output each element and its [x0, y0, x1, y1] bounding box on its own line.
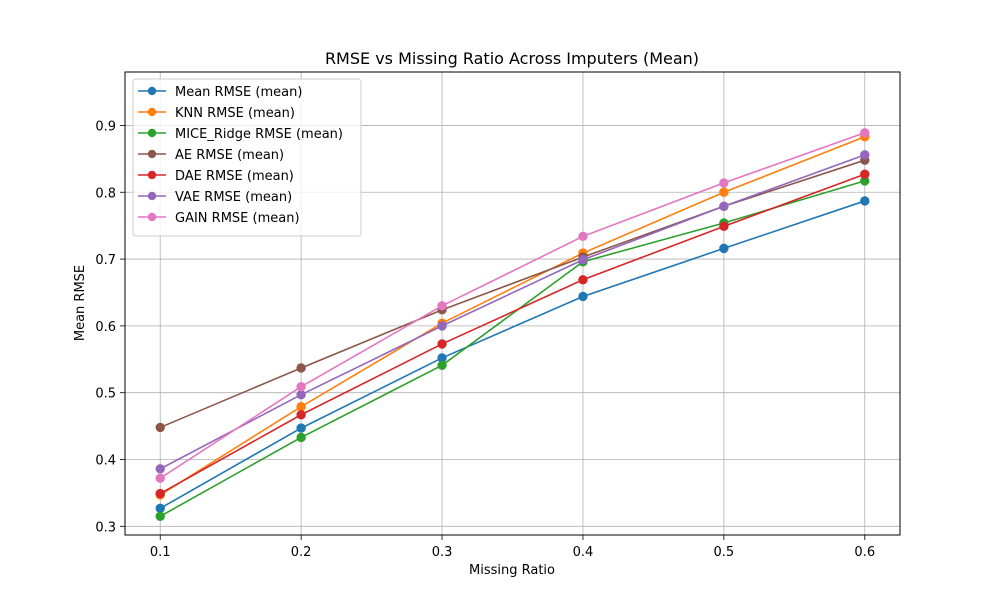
x-tick-label: 0.4: [573, 545, 594, 560]
x-tick-label: 0.3: [432, 545, 453, 560]
series-line: [159, 159, 866, 429]
y-tick-label: 0.6: [95, 320, 116, 335]
series-group: [155, 196, 870, 513]
series-line: [159, 180, 866, 517]
data-point: [296, 381, 306, 392]
legend-item: VAE RMSE (mean): [138, 190, 292, 205]
legend-label: KNN RMSE (mean): [175, 106, 295, 121]
data-point: [719, 243, 729, 254]
series-line: [159, 200, 866, 509]
x-tick-label: 0.2: [291, 545, 312, 560]
data-point: [860, 128, 870, 138]
legend-item: AE RMSE (mean): [138, 148, 284, 163]
data-point: [578, 275, 588, 285]
data-point: [296, 410, 306, 420]
series-group: [155, 150, 870, 474]
legend-label: DAE RMSE (mean): [175, 169, 294, 184]
data-point: [578, 291, 588, 302]
data-point: [296, 423, 306, 433]
data-point: [437, 360, 447, 371]
data-point: [860, 196, 870, 206]
legend-label: VAE RMSE (mean): [175, 190, 292, 205]
data-point: [155, 511, 165, 521]
legend-marker: [147, 107, 157, 117]
data-point: [155, 503, 165, 513]
series-line: [159, 154, 866, 470]
y-tick-label: 0.4: [95, 454, 116, 469]
data-point: [155, 422, 165, 433]
x-axis-label: Missing Ratio: [469, 563, 555, 578]
y-tick-label: 0.7: [95, 253, 116, 268]
data-point: [155, 488, 165, 499]
legend-marker: [147, 170, 157, 180]
y-tick-label: 0.8: [95, 186, 116, 201]
data-point: [296, 389, 306, 400]
data-point: [437, 301, 447, 311]
data-point: [860, 169, 870, 179]
data-point: [860, 150, 870, 160]
data-point: [719, 178, 729, 188]
data-point: [578, 231, 588, 242]
series-group: [155, 128, 870, 483]
y-axis: 0.3 0.4 0.5 0.6 0.7 0.8 0.9: [95, 119, 125, 535]
series-line: [159, 173, 866, 495]
y-tick-label: 0.9: [95, 119, 116, 134]
chart-title: RMSE vs Missing Ratio Across Imputers (M…: [325, 49, 699, 68]
legend-label: Mean RMSE (mean): [175, 85, 302, 100]
legend-item: MICE_Ridge RMSE (mean): [138, 127, 343, 142]
legend-marker: [147, 191, 157, 201]
y-axis-label: Mean RMSE: [73, 265, 88, 341]
data-point: [719, 201, 729, 211]
x-tick-label: 0.6: [854, 545, 875, 560]
x-tick-label: 0.1: [150, 545, 171, 560]
legend-label: MICE_Ridge RMSE (mean): [175, 127, 343, 142]
x-tick-label: 0.5: [714, 545, 735, 560]
legend-item: GAIN RMSE (mean): [138, 211, 300, 226]
data-point: [155, 464, 165, 474]
plot-frame: [124, 71, 901, 536]
legend-label: GAIN RMSE (mean): [175, 211, 300, 226]
x-axis: 0.1 0.2 0.3 0.4 0.5 0.6: [150, 535, 875, 560]
data-point: [155, 473, 165, 483]
data-point: [296, 402, 306, 412]
legend-marker: [147, 149, 157, 159]
series-layer: [155, 128, 870, 521]
series-line: [159, 132, 866, 479]
legend-marker: [147, 128, 157, 138]
legend-item: DAE RMSE (mean): [138, 169, 294, 184]
data-point: [719, 221, 729, 232]
legend: Mean RMSE (mean) KNN RMSE (mean) MICE_Ridg…: [132, 78, 362, 237]
data-point: [296, 363, 306, 373]
data-point: [296, 432, 306, 443]
data-point: [719, 187, 729, 197]
legend-marker: [147, 212, 157, 222]
data-point: [578, 255, 588, 265]
data-point: [437, 321, 447, 331]
y-tick-label: 0.5: [95, 387, 116, 402]
series-line: [159, 136, 866, 496]
legend-box: [132, 78, 362, 237]
data-point: [437, 339, 447, 349]
legend-label: AE RMSE (mean): [175, 148, 284, 163]
series-group: [155, 169, 870, 499]
legend-marker: [147, 86, 157, 96]
legend-item: Mean RMSE (mean): [138, 85, 302, 100]
y-tick-label: 0.3: [95, 520, 116, 535]
legend-item: KNN RMSE (mean): [138, 106, 295, 121]
